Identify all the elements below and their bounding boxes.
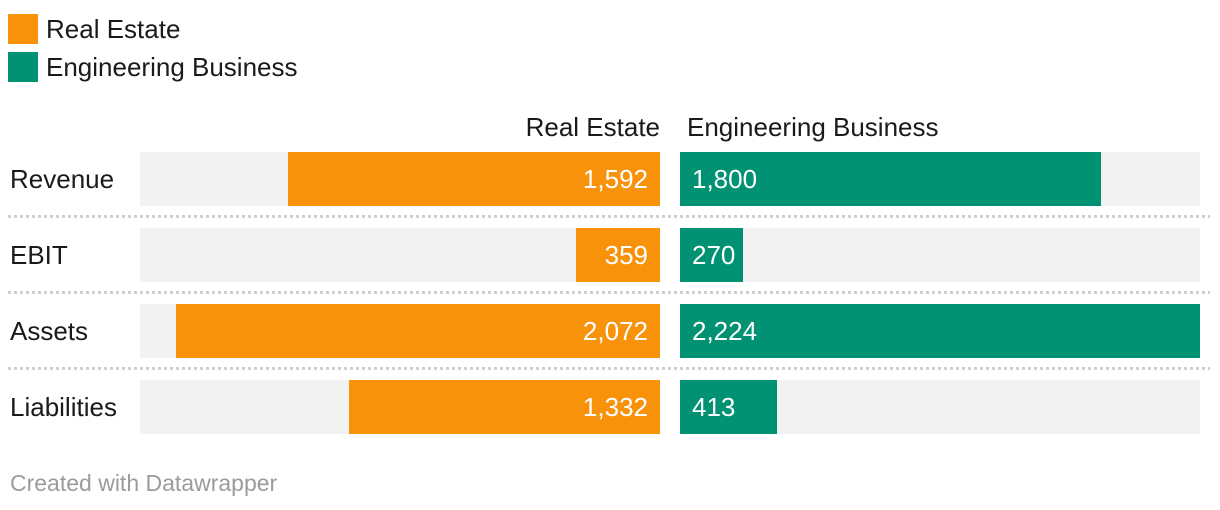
bar-value-label: 413 <box>692 392 736 422</box>
bar-engineering-business-liabilities: 413 <box>680 380 777 434</box>
bar-track-right-revenue: 1,800 <box>680 152 1200 206</box>
bar-track-left-ebit: 359 <box>140 228 660 282</box>
row-separator-dotted <box>8 291 1210 294</box>
row-assets: Assets 2,072 2,224 <box>0 304 1220 358</box>
legend-label-engineering-business: Engineering Business <box>46 52 298 82</box>
bar-engineering-business-ebit: 270 <box>680 228 743 282</box>
bar-value-label: 1,800 <box>692 164 758 194</box>
row-ebit: EBIT 359 270 <box>0 228 1220 282</box>
bar-value-label: 2,224 <box>692 316 758 346</box>
column-header-real-estate: Real Estate <box>525 112 660 142</box>
bar-value-label: 2,072 <box>582 316 648 346</box>
legend-item-engineering-business: Engineering Business <box>8 52 298 82</box>
legend-swatch-real-estate-icon <box>8 14 38 44</box>
datawrapper-credit-link[interactable]: Created with Datawrapper <box>10 470 278 496</box>
bar-track-left-assets: 2,072 <box>140 304 660 358</box>
row-separator-dotted <box>8 367 1210 370</box>
bar-engineering-business-revenue: 1,800 <box>680 152 1101 206</box>
row-label-ebit: EBIT <box>10 240 68 270</box>
bar-value-label: 359 <box>604 240 648 270</box>
legend-swatch-engineering-business-icon <box>8 52 38 82</box>
bar-real-estate-ebit: 359 <box>576 228 660 282</box>
bar-real-estate-revenue: 1,592 <box>288 152 660 206</box>
bar-track-right-ebit: 270 <box>680 228 1200 282</box>
bar-real-estate-liabilities: 1,332 <box>349 380 660 434</box>
legend-label-real-estate: Real Estate <box>46 14 181 44</box>
row-revenue: Revenue 1,592 1,800 <box>0 152 1220 206</box>
row-label-liabilities: Liabilities <box>10 392 117 422</box>
row-label-revenue: Revenue <box>10 164 115 194</box>
row-separator-dotted <box>8 215 1210 218</box>
bar-track-left-liabilities: 1,332 <box>140 380 660 434</box>
column-header-engineering-business: Engineering Business <box>687 112 939 142</box>
bar-value-label: 1,332 <box>582 392 648 422</box>
bar-track-left-revenue: 1,592 <box>140 152 660 206</box>
bar-track-right-assets: 2,224 <box>680 304 1200 358</box>
row-label-assets: Assets <box>10 316 89 346</box>
row-liabilities: Liabilities 1,332 413 <box>0 380 1220 434</box>
legend-item-real-estate: Real Estate <box>8 14 180 44</box>
bar-track-right-liabilities: 413 <box>680 380 1200 434</box>
bar-value-label: 270 <box>692 240 736 270</box>
bar-engineering-business-assets: 2,224 <box>680 304 1200 358</box>
bar-value-label: 1,592 <box>582 164 648 194</box>
bar-real-estate-assets: 2,072 <box>176 304 660 358</box>
